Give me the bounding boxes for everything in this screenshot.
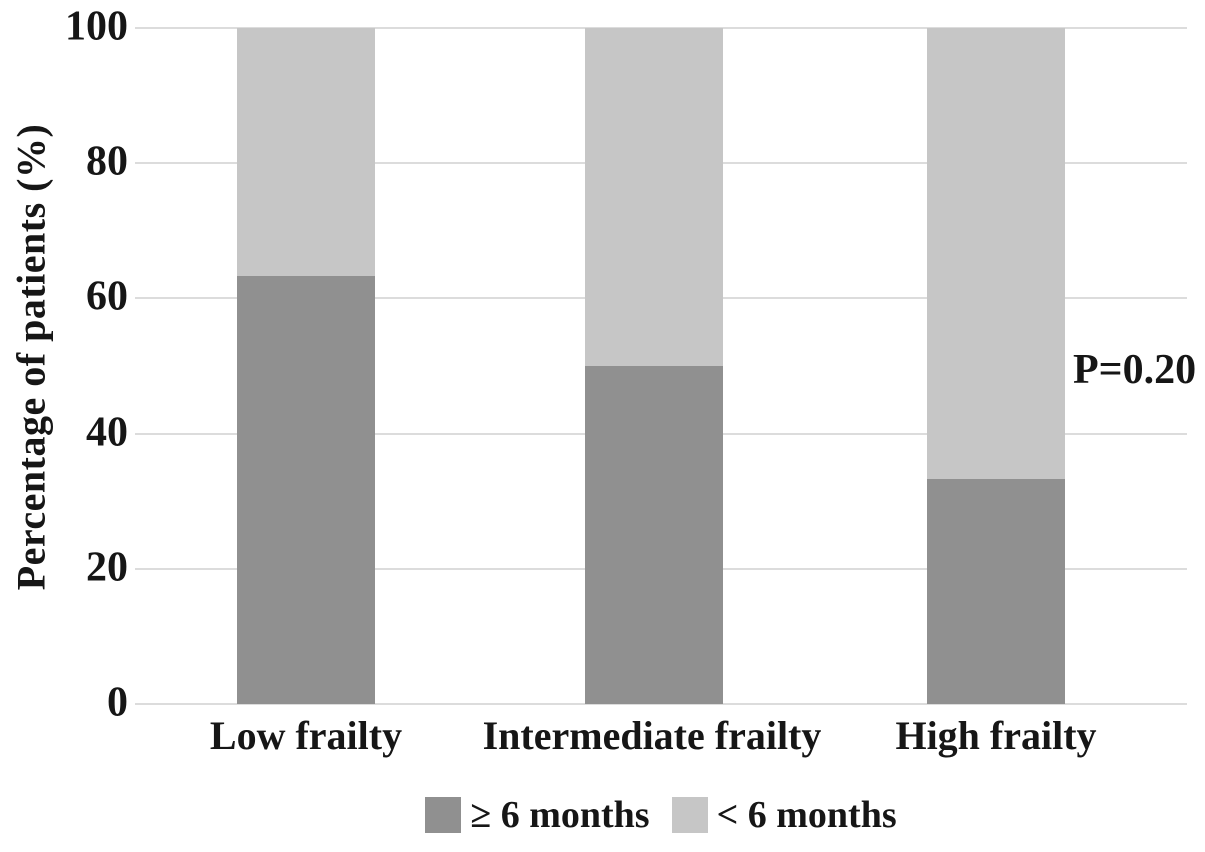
y-tick-label: 20 xyxy=(86,544,128,591)
segment-lt-6-months xyxy=(585,28,723,366)
bar-high-frailty xyxy=(927,28,1065,704)
segment-ge-6-months xyxy=(585,366,723,704)
p-value-annotation: P=0.20 xyxy=(1073,347,1197,393)
segment-ge-6-months xyxy=(927,478,1065,704)
y-tick-label: 60 xyxy=(86,273,128,320)
y-tick-labels: 0 20 40 60 80 100 xyxy=(0,5,128,723)
y-tick-label: 100 xyxy=(65,3,128,50)
legend-item-lt-6-months: < 6 months xyxy=(671,794,897,836)
x-label-low-frailty: Low frailty xyxy=(209,713,403,758)
legend-label-lt-6-months: < 6 months xyxy=(716,794,897,836)
y-tick-label: 80 xyxy=(86,138,128,185)
x-label-high-frailty: High frailty xyxy=(895,713,1097,758)
segment-ge-6-months xyxy=(237,276,375,704)
legend-item-ge-6-months: ≥ 6 months xyxy=(425,794,650,836)
y-tick-label: 0 xyxy=(107,679,128,726)
bar-intermediate-frailty xyxy=(585,28,723,704)
legend-swatch-lt-6-months-icon xyxy=(671,797,708,833)
plot-area xyxy=(135,27,1187,705)
bar-low-frailty xyxy=(237,28,375,704)
x-label-intermediate-frailty: Intermediate frailty xyxy=(482,713,822,758)
y-tick-label: 40 xyxy=(86,408,128,455)
legend-swatch-ge-6-months-icon xyxy=(425,797,462,833)
segment-lt-6-months xyxy=(927,28,1065,479)
gridline xyxy=(135,703,1187,705)
segment-lt-6-months xyxy=(237,28,375,277)
legend-label-ge-6-months: ≥ 6 months xyxy=(470,794,650,836)
legend: ≥ 6 months < 6 months xyxy=(135,796,1187,834)
